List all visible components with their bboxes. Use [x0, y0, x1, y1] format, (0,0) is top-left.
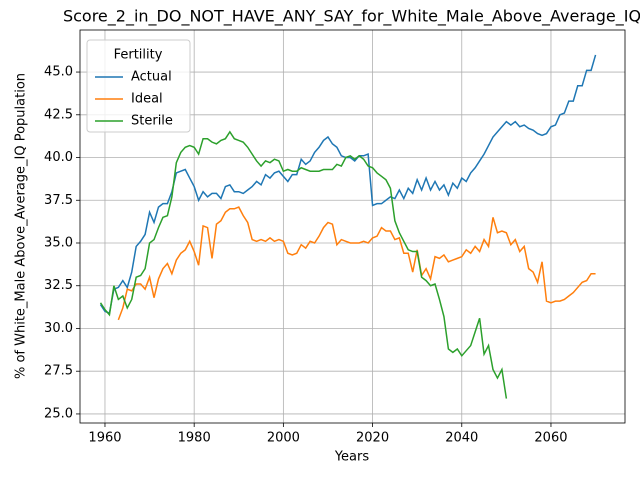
- y-tick-label: 37.5: [44, 193, 73, 208]
- y-tick-label: 45.0: [44, 65, 73, 80]
- legend-label: Actual: [131, 70, 172, 85]
- x-tick-label: 2020: [356, 431, 389, 446]
- legend: Fertility Actual Ideal Sterile: [86, 39, 191, 133]
- x-tick-label: 1980: [178, 431, 211, 446]
- x-tick-label: 2000: [267, 431, 300, 446]
- x-axis-label: Years: [334, 450, 370, 465]
- series-line: [117, 206, 596, 321]
- series-line: [99, 130, 508, 399]
- plot-frame: [79, 29, 626, 424]
- y-tick-label: 30.0: [44, 321, 73, 336]
- x-tick-label: 1960: [88, 431, 121, 446]
- x-tick-label: 2040: [445, 431, 478, 446]
- chart-title: Score_2_in_DO_NOT_HAVE_ANY_SAY_for_White…: [63, 7, 640, 27]
- legend-title: Fertility: [114, 48, 163, 63]
- y-tick-label: 35.0: [44, 235, 73, 250]
- y-tick-label: 27.5: [44, 364, 73, 379]
- y-tick-label: 42.5: [44, 107, 73, 122]
- y-axis-label: % of White_Male Above_Average_IQ Populat…: [14, 73, 29, 379]
- y-tick-label: 25.0: [44, 406, 73, 421]
- legend-box: [86, 39, 191, 133]
- y-tick-label: 40.0: [44, 150, 73, 165]
- x-tick-label: 2060: [534, 431, 567, 446]
- y-tick-label: 32.5: [44, 278, 73, 293]
- legend-label: Ideal: [131, 92, 163, 107]
- series-line: [99, 54, 597, 315]
- legend-label: Sterile: [131, 114, 173, 129]
